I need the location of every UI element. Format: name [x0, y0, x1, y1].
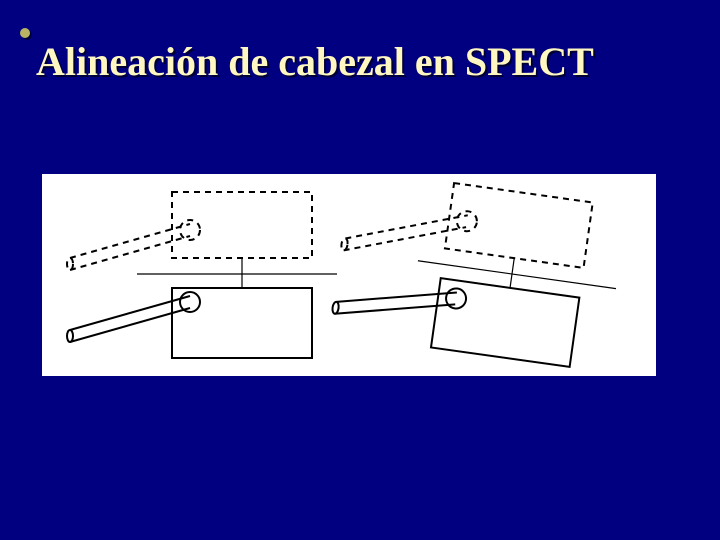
slide: Alineación de cabezal en SPECT	[0, 0, 720, 540]
diagram-figure	[42, 174, 656, 376]
spect-alignment-diagram	[42, 174, 656, 376]
slide-title: Alineación de cabezal en SPECT	[36, 41, 672, 83]
title-bullet	[20, 28, 30, 38]
